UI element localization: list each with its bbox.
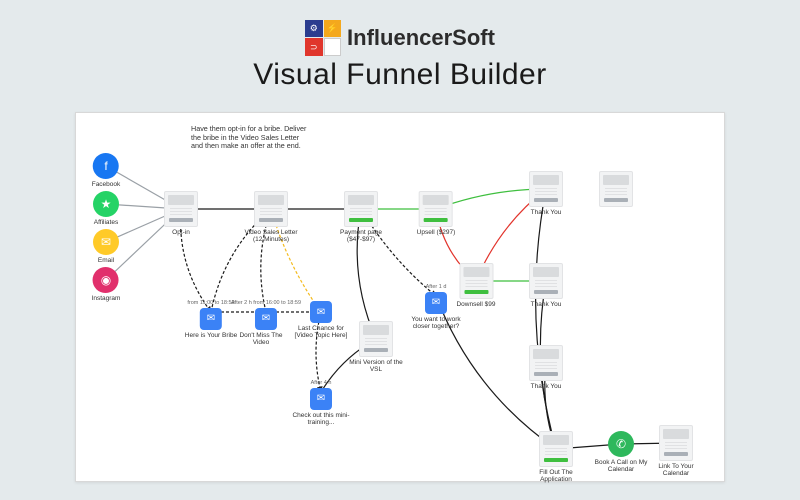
node-thankyou1[interactable]: Thank You xyxy=(529,171,563,216)
brand-logo-icon: ⚙ ⚡ ⊃ xyxy=(305,20,341,56)
logo-quadrant-tr: ⚡ xyxy=(324,20,342,38)
page-card-icon xyxy=(659,425,693,461)
page-card-icon xyxy=(539,431,573,467)
brand: ⚙ ⚡ ⊃ InfluencerSoft xyxy=(305,20,495,56)
logo-quadrant-bl: ⊃ xyxy=(305,38,323,56)
node-label: Payment page ($47-$97) xyxy=(331,229,391,243)
brand-name: InfluencerSoft xyxy=(347,25,495,51)
node-instagram[interactable]: ◉ Instagram xyxy=(92,267,121,302)
node-lastch[interactable]: ✉ Last Chance for [Video Topic Here] xyxy=(291,301,351,339)
logo-quadrant-br xyxy=(324,38,342,56)
phone-icon: ✆ xyxy=(608,431,634,457)
node-label: Don't Miss The Video xyxy=(231,332,291,346)
node-label: Thank You xyxy=(529,301,563,308)
node-upsell[interactable]: Upsell ($297) xyxy=(417,191,456,236)
node-bribe[interactable]: from 11:00 to 18:59✉ Here is Your Bribe xyxy=(185,301,237,339)
page-card-icon xyxy=(599,171,633,207)
node-thankyou4[interactable]: Thank You xyxy=(529,345,563,390)
node-workclose[interactable]: After 1 d✉ You want to work closer togeth… xyxy=(406,285,466,330)
email-src-icon: ✉ xyxy=(93,229,119,255)
node-sublabel: After 1 d xyxy=(406,285,466,291)
email-icon: ✉ xyxy=(310,388,332,410)
node-thankyou3[interactable]: Thank You xyxy=(529,263,563,308)
email-icon: ✉ xyxy=(255,308,277,330)
node-label: Affiliates xyxy=(93,219,119,226)
email-icon: ✉ xyxy=(200,308,222,330)
node-label: Email xyxy=(93,257,119,264)
page-card-icon xyxy=(529,345,563,381)
node-label: Thank You xyxy=(529,209,563,216)
node-label: Book A Call on My Calendar xyxy=(591,459,651,473)
node-label: Fill Out The Application xyxy=(526,469,586,483)
edges-layer xyxy=(76,113,724,481)
node-label: Upsell ($297) xyxy=(417,229,456,236)
node-label: Link To Your Calendar xyxy=(652,463,700,477)
node-bookcall[interactable]: ✆ Book A Call on My Calendar xyxy=(591,431,651,473)
email-icon: ✉ xyxy=(425,292,447,314)
facebook-icon: f xyxy=(93,153,119,179)
instagram-icon: ◉ xyxy=(93,267,119,293)
node-label: Mini Version of the VSL xyxy=(346,359,406,373)
node-minivsl[interactable]: Mini Version of the VSL xyxy=(346,321,406,373)
page-card-icon xyxy=(359,321,393,357)
page-card-icon xyxy=(254,191,288,227)
node-payment[interactable]: Payment page ($47-$97) xyxy=(331,191,391,243)
header: ⚙ ⚡ ⊃ InfluencerSoft Visual Funnel Build… xyxy=(0,0,800,92)
page-card-icon xyxy=(164,191,198,227)
node-affiliates[interactable]: ★ Affiliates xyxy=(93,191,119,226)
node-fillapp[interactable]: Fill Out The Application xyxy=(526,431,586,483)
node-sublabel: from 11:00 to 18:59 xyxy=(185,301,237,307)
email-icon: ✉ xyxy=(310,301,332,323)
node-label: Last Chance for [Video Topic Here] xyxy=(291,325,351,339)
page-card-icon xyxy=(344,191,378,227)
node-thankyou2[interactable] xyxy=(599,171,633,207)
node-calendar[interactable]: Link To Your Calendar xyxy=(652,425,700,477)
logo-quadrant-tl: ⚙ xyxy=(305,20,323,38)
node-label: Instagram xyxy=(92,295,121,302)
edge-thankyou1-fillapp xyxy=(536,189,556,449)
node-label: Check out this mini-training... xyxy=(291,412,351,426)
node-label: Video Sales Letter (12 Minutes) xyxy=(241,229,301,243)
node-vsl[interactable]: Video Sales Letter (12 Minutes) xyxy=(241,191,301,243)
node-label: Facebook xyxy=(92,181,121,188)
node-label: Here is Your Bribe xyxy=(185,332,237,339)
page-card-icon xyxy=(419,191,453,227)
page-card-icon xyxy=(529,263,563,299)
node-sublabel: After 4 h xyxy=(291,381,351,387)
node-facebook[interactable]: f Facebook xyxy=(92,153,121,188)
page-title: Visual Funnel Builder xyxy=(0,58,800,92)
instruction-note: Have them opt-in for a bribe. Deliver th… xyxy=(191,125,311,151)
funnel-canvas[interactable]: Have them opt-in for a bribe. Deliver th… xyxy=(75,112,725,482)
node-label: Thank You xyxy=(529,383,563,390)
affiliates-icon: ★ xyxy=(93,191,119,217)
page-card-icon xyxy=(529,171,563,207)
node-optin[interactable]: Opt-in xyxy=(164,191,198,236)
node-label: You want to work closer together? xyxy=(406,316,466,330)
node-email-src[interactable]: ✉ Email xyxy=(93,229,119,264)
node-label: Opt-in xyxy=(164,229,198,236)
node-checkout[interactable]: After 4 h✉ Check out this mini-training..… xyxy=(291,381,351,426)
